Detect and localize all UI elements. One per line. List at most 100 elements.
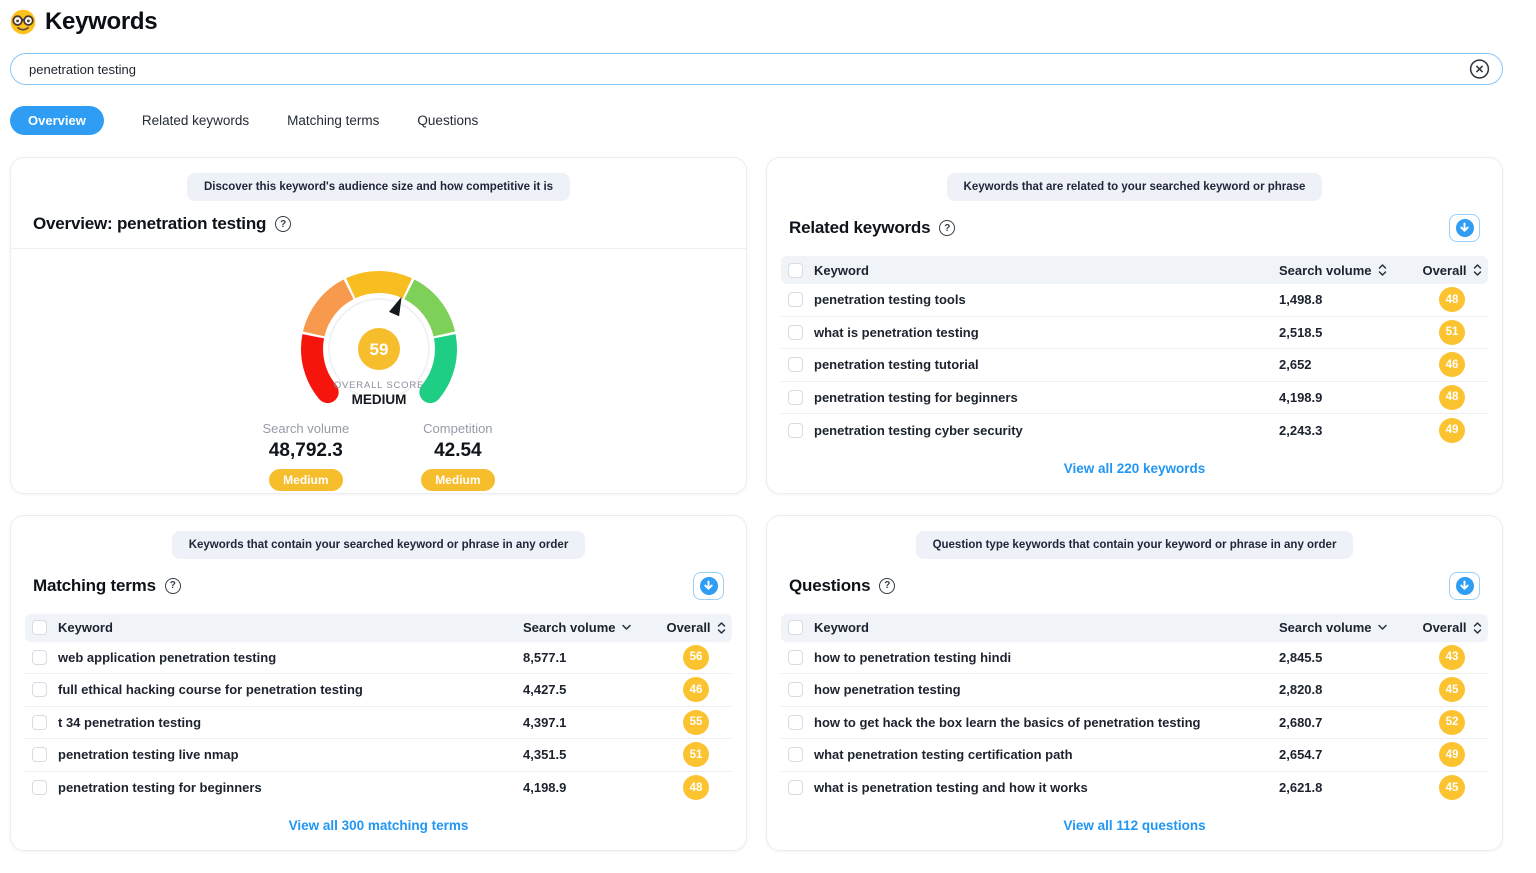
nerd-face-emoji-icon <box>10 9 36 35</box>
view-all-questions-link[interactable]: View all 112 questions <box>1063 818 1205 833</box>
search-volume-cell: 2,845.5 <box>1279 650 1409 665</box>
search-volume-stat: Search volume 48,792.3 Medium <box>262 421 349 491</box>
overview-title-row: Overview: penetration testing ? <box>11 201 746 249</box>
tab-questions[interactable]: Questions <box>417 113 478 128</box>
keyword-cell: what is penetration testing <box>814 325 1268 340</box>
select-all-checkbox[interactable] <box>32 620 47 635</box>
overall-badge: 49 <box>1439 418 1465 443</box>
search-volume-cell: 4,198.9 <box>523 780 653 795</box>
help-icon[interactable]: ? <box>165 578 181 594</box>
sort-both-icon <box>1378 263 1387 277</box>
related-keywords-card-title: Related keywords <box>789 218 930 238</box>
row-checkbox[interactable] <box>32 715 47 730</box>
row-checkbox[interactable] <box>788 682 803 697</box>
help-icon[interactable]: ? <box>879 578 895 594</box>
keyword-cell: how penetration testing <box>814 682 1268 697</box>
matching-terms-title-row: Matching terms ? <box>11 559 746 614</box>
overview-tooltip: Discover this keyword's audience size an… <box>11 173 746 201</box>
search-volume-column-header[interactable]: Search volume <box>1279 620 1409 635</box>
row-checkbox[interactable] <box>788 423 803 438</box>
overall-badge: 56 <box>683 645 709 670</box>
row-checkbox[interactable] <box>32 780 47 795</box>
sort-desc-icon <box>1378 624 1387 631</box>
stat-value: 42.54 <box>434 440 482 462</box>
table-row: how to penetration testing hindi 2,845.5… <box>781 642 1488 675</box>
search-volume-cell: 1,498.8 <box>1279 292 1409 307</box>
help-icon[interactable]: ? <box>939 220 955 236</box>
search-volume-column-header[interactable]: Search volume <box>523 620 653 635</box>
select-all-checkbox[interactable] <box>788 263 803 278</box>
search-volume-column-header[interactable]: Search volume <box>1279 263 1409 278</box>
search-volume-cell: 4,198.9 <box>1279 390 1409 405</box>
overview-stats: Search volume 48,792.3 Medium Competitio… <box>262 421 494 491</box>
overall-score-gauge: 59 OVERALL SCORE MEDIUM Search volume 48… <box>11 249 746 491</box>
view-all-matching-terms-link[interactable]: View all 300 matching terms <box>289 818 469 833</box>
keyword-cell: penetration testing live nmap <box>58 747 512 762</box>
questions-card-title: Questions <box>789 576 870 596</box>
row-checkbox[interactable] <box>32 682 47 697</box>
search-volume-cell: 2,621.8 <box>1279 780 1409 795</box>
row-checkbox[interactable] <box>788 357 803 372</box>
tab-matching-terms[interactable]: Matching terms <box>287 113 379 128</box>
stat-label: Search volume <box>262 421 349 436</box>
page-title: Keywords <box>45 8 157 36</box>
keyword-cell: web application penetration testing <box>58 650 512 665</box>
related-keywords-tooltip: Keywords that are related to your search… <box>767 173 1502 201</box>
overall-column-header[interactable]: Overall <box>664 620 728 635</box>
overall-column-header[interactable]: Overall <box>1420 620 1484 635</box>
gauge-score-label: OVERALL SCORE <box>333 380 423 391</box>
questions-tooltip: Question type keywords that contain your… <box>767 531 1502 559</box>
overall-badge: 46 <box>683 677 709 702</box>
view-all-keywords-link[interactable]: View all 220 keywords <box>1064 461 1206 476</box>
search-volume-cell: 8,577.1 <box>523 650 653 665</box>
download-icon <box>1456 577 1474 595</box>
matching-terms-card-title: Matching terms <box>33 576 156 596</box>
row-checkbox[interactable] <box>32 650 47 665</box>
download-button[interactable] <box>1449 214 1480 242</box>
search-volume-cell: 4,397.1 <box>523 715 653 730</box>
gauge-segment-yellow <box>350 282 407 288</box>
overall-column-header[interactable]: Overall <box>1420 263 1484 278</box>
keyword-column-header: Keyword <box>58 620 512 635</box>
table-row: web application penetration testing 8,57… <box>25 642 732 675</box>
search-input[interactable] <box>10 53 1503 85</box>
download-button[interactable] <box>1449 572 1480 600</box>
download-icon <box>1456 219 1474 237</box>
row-checkbox[interactable] <box>788 715 803 730</box>
help-icon[interactable]: ? <box>275 216 291 232</box>
row-checkbox[interactable] <box>788 390 803 405</box>
page: Keywords Overview Related keywords Match… <box>10 0 1503 851</box>
view-all-row: View all 112 questions <box>767 804 1502 850</box>
stat-value: 48,792.3 <box>269 440 343 462</box>
gauge-rating: MEDIUM <box>351 392 406 407</box>
status-badge: Medium <box>269 469 342 491</box>
select-all-checkbox[interactable] <box>788 620 803 635</box>
search-volume-cell: 2,680.7 <box>1279 715 1409 730</box>
row-checkbox[interactable] <box>788 325 803 340</box>
table-row: penetration testing for beginners 4,198.… <box>25 772 732 805</box>
table-row: what is penetration testing 2,518.5 51 <box>781 317 1488 350</box>
questions-card: Question type keywords that contain your… <box>766 515 1503 852</box>
keyword-column-header: Keyword <box>814 263 1268 278</box>
clear-search-button[interactable] <box>1469 59 1490 80</box>
row-checkbox[interactable] <box>788 780 803 795</box>
overall-badge: 48 <box>1439 287 1465 312</box>
tab-overview[interactable]: Overview <box>10 106 104 135</box>
sort-both-icon <box>1473 263 1482 277</box>
table-row: penetration testing live nmap 4,351.5 51 <box>25 739 732 772</box>
overall-badge: 49 <box>1439 742 1465 767</box>
view-all-row: View all 300 matching terms <box>11 804 746 850</box>
search-volume-cell: 2,654.7 <box>1279 747 1409 762</box>
search-volume-cell: 2,518.5 <box>1279 325 1409 340</box>
related-keywords-table: Keyword Search volume Overall penetratio… <box>767 256 1502 447</box>
row-checkbox[interactable] <box>788 747 803 762</box>
competition-stat: Competition 42.54 Medium <box>421 421 494 491</box>
keyword-cell: penetration testing for beginners <box>58 780 512 795</box>
tab-related-keywords[interactable]: Related keywords <box>142 113 249 128</box>
gauge-chart: 59 OVERALL SCORE MEDIUM <box>274 261 484 419</box>
row-checkbox[interactable] <box>32 747 47 762</box>
row-checkbox[interactable] <box>788 650 803 665</box>
row-checkbox[interactable] <box>788 292 803 307</box>
download-button[interactable] <box>693 572 724 600</box>
questions-table: Keyword Search volume Overall how to pen… <box>767 614 1502 805</box>
